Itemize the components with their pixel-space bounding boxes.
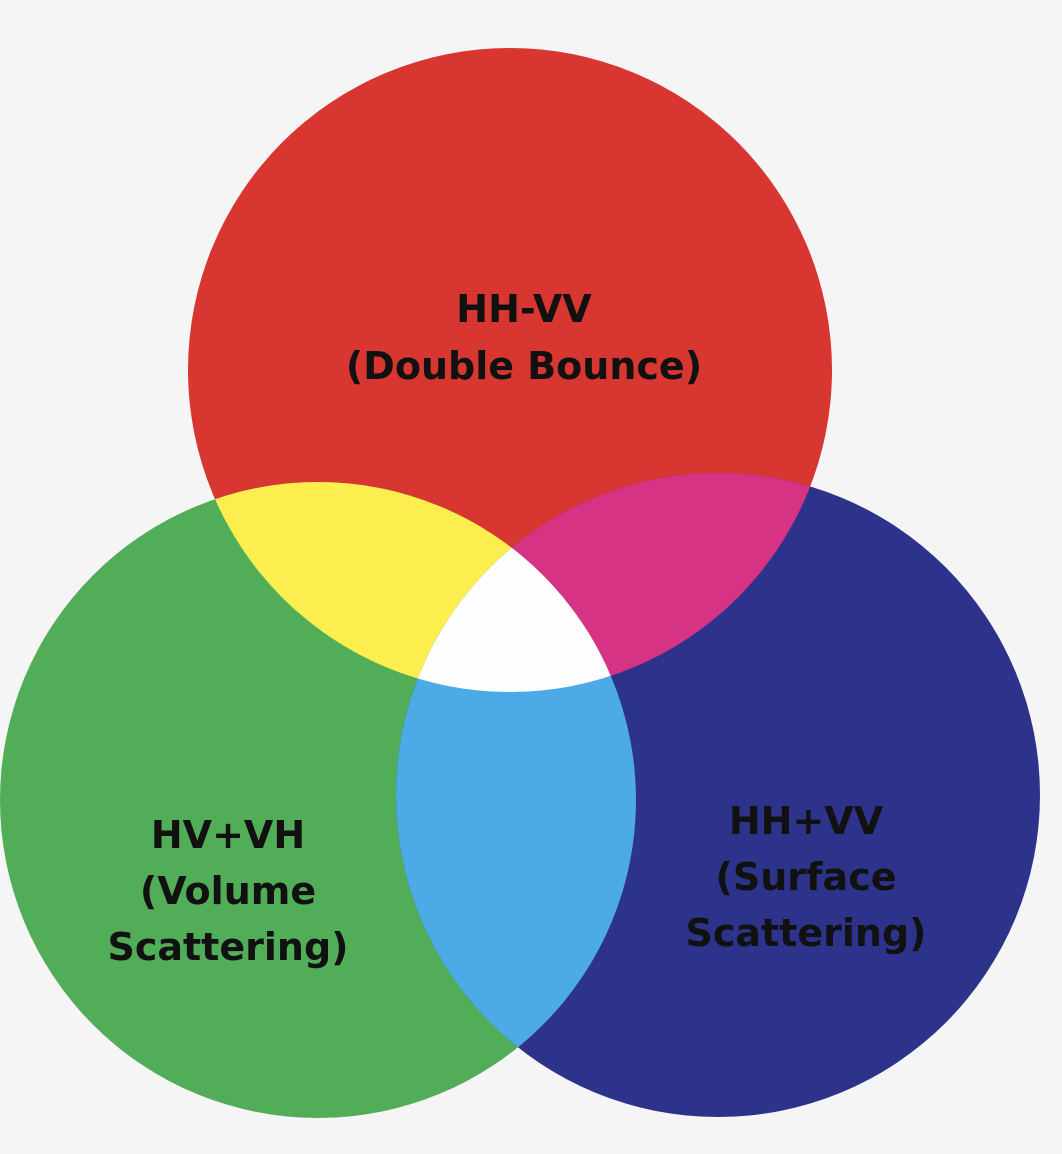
label-right-line2: (Surface — [715, 855, 896, 899]
label-left-line2: (Volume — [140, 869, 316, 913]
label-top-line1: HH-VV — [456, 287, 592, 331]
label-left-line3: Scattering) — [107, 925, 348, 969]
label-top-line2: (Double Bounce) — [346, 344, 702, 388]
label-right-line3: Scattering) — [685, 911, 926, 955]
label-right-line1: HH+VV — [729, 799, 884, 843]
overlap-center — [396, 482, 636, 692]
label-left-line1: HV+VH — [151, 813, 305, 857]
